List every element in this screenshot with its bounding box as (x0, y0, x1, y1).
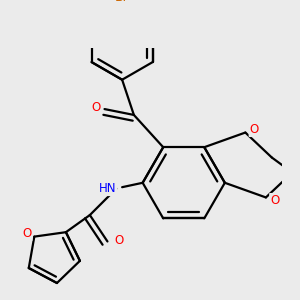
Text: O: O (270, 194, 279, 207)
Text: O: O (22, 227, 32, 240)
Text: O: O (91, 101, 100, 114)
Text: O: O (115, 233, 124, 247)
Text: Br: Br (115, 0, 129, 4)
Text: HN: HN (99, 182, 116, 195)
Text: O: O (250, 123, 259, 136)
